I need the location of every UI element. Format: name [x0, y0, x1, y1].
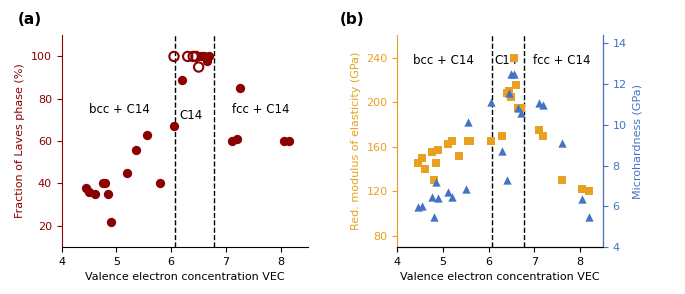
Point — [89, 192, 100, 196]
Point — [417, 156, 428, 160]
Point — [433, 196, 444, 200]
Point — [497, 133, 508, 138]
Point — [182, 54, 193, 59]
Point — [412, 205, 423, 209]
Point — [503, 91, 514, 96]
Point — [556, 141, 567, 146]
Text: bcc + C14: bcc + C14 — [89, 103, 150, 116]
Point — [417, 203, 428, 208]
Text: bcc + C14: bcc + C14 — [413, 54, 474, 67]
Point — [515, 111, 526, 116]
Point — [501, 91, 512, 96]
Point — [431, 180, 442, 185]
Point — [122, 171, 133, 175]
Point — [447, 194, 458, 199]
Point — [462, 120, 473, 125]
Y-axis label: Fraction of Laves phase (%): Fraction of Laves phase (%) — [15, 64, 25, 218]
Text: fcc + C14: fcc + C14 — [534, 54, 591, 67]
Point — [169, 54, 179, 59]
Point — [584, 215, 595, 219]
Point — [100, 181, 111, 186]
Point — [460, 187, 471, 191]
Point — [103, 192, 114, 196]
Point — [462, 139, 473, 143]
Text: fcc + C14: fcc + C14 — [232, 103, 289, 116]
Point — [155, 181, 166, 186]
Point — [584, 189, 595, 194]
Point — [232, 137, 242, 141]
Point — [426, 150, 437, 155]
Point — [284, 139, 295, 143]
Point — [201, 58, 212, 63]
Point — [428, 215, 439, 219]
Point — [534, 101, 545, 106]
Point — [577, 187, 588, 191]
Point — [278, 139, 289, 143]
Point — [506, 72, 517, 77]
Point — [486, 100, 497, 104]
Point — [105, 219, 116, 224]
Point — [556, 178, 567, 183]
Point — [97, 181, 108, 186]
Point — [426, 194, 437, 199]
Point — [433, 148, 444, 152]
Point — [453, 153, 464, 158]
Point — [506, 94, 517, 99]
Point — [447, 139, 458, 143]
Text: (a): (a) — [17, 12, 41, 27]
Point — [84, 190, 95, 194]
Point — [513, 105, 524, 110]
Point — [465, 139, 476, 143]
Point — [199, 54, 210, 59]
Point — [81, 185, 92, 190]
X-axis label: Valence electron concentration VEC: Valence electron concentration VEC — [400, 272, 600, 282]
Point — [577, 197, 588, 201]
Point — [428, 178, 439, 183]
Text: C14: C14 — [494, 54, 517, 67]
Point — [513, 105, 524, 110]
Point — [442, 190, 453, 195]
Point — [169, 124, 179, 129]
Point — [503, 88, 514, 93]
Point — [442, 142, 453, 147]
Point — [141, 132, 152, 137]
Y-axis label: Microhardness (GPa): Microhardness (GPa) — [632, 83, 643, 199]
Point — [196, 54, 207, 59]
Point — [130, 147, 141, 152]
Point — [190, 54, 201, 59]
Point — [515, 105, 526, 110]
Point — [419, 167, 430, 171]
Point — [193, 65, 204, 69]
Point — [534, 128, 545, 132]
Point — [508, 72, 519, 77]
Text: (b): (b) — [340, 12, 364, 27]
Point — [538, 133, 549, 138]
X-axis label: Valence electron concentration VEC: Valence electron concentration VEC — [85, 272, 285, 282]
Point — [226, 139, 237, 143]
Point — [508, 55, 519, 60]
Point — [501, 178, 512, 183]
Point — [234, 86, 245, 91]
Point — [412, 161, 423, 166]
Text: C14: C14 — [179, 109, 203, 122]
Point — [431, 161, 442, 166]
Point — [510, 83, 521, 88]
Point — [177, 77, 188, 82]
Point — [188, 54, 199, 59]
Point — [203, 54, 214, 59]
Point — [486, 139, 497, 143]
Point — [538, 103, 549, 108]
Y-axis label: Red. modulus of elasticity (GPa): Red. modulus of elasticity (GPa) — [351, 52, 361, 230]
Point — [497, 149, 508, 153]
